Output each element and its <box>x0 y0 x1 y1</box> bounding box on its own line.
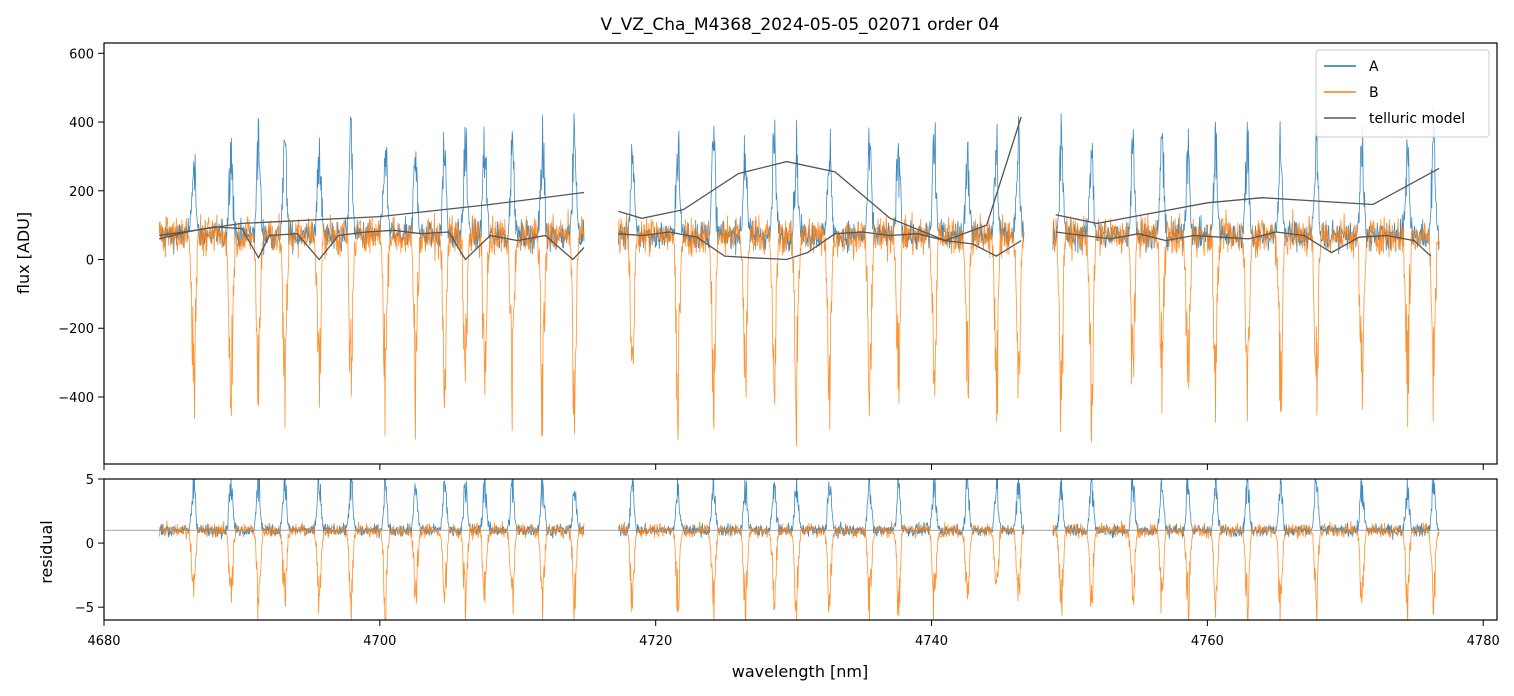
residual-b-line <box>158 520 1440 620</box>
legend-label-a: A <box>1369 59 1379 75</box>
residual-a-line <box>158 479 1440 540</box>
residual-plot-area <box>104 479 1497 620</box>
series-b-line <box>158 208 1440 447</box>
flux-axes-frame <box>103 42 1498 465</box>
legend: A B telluric model <box>1315 49 1490 138</box>
residual-y-axis: −5 0 5 <box>75 473 104 616</box>
x-tick-label: 4700 <box>363 634 396 649</box>
x-tick-label: 4720 <box>639 634 672 649</box>
flux-y-axis-label: flux [ADU] <box>14 212 33 294</box>
residual-x-axis: 4680 4700 4720 4740 4760 4780 <box>87 620 1500 649</box>
legend-label-b: B <box>1369 85 1379 101</box>
y-tick-label: 200 <box>69 185 94 200</box>
flux-x-axis <box>103 464 1484 470</box>
y-tick-label: −400 <box>58 391 94 406</box>
x-axis-label: wavelength [nm] <box>732 662 869 681</box>
x-tick-label: 4780 <box>1467 634 1500 649</box>
y-tick-label: 5 <box>86 473 94 488</box>
residual-y-axis-label: residual <box>37 520 56 583</box>
chart-title: V_VZ_Cha_M4368_2024-05-05_02071 order 04 <box>600 15 999 35</box>
y-tick-label: −5 <box>75 601 94 616</box>
y-tick-label: −200 <box>58 322 94 337</box>
x-tick-label: 4680 <box>87 634 120 649</box>
telluric-model-scaled-line <box>159 226 1432 261</box>
legend-box <box>1315 49 1490 138</box>
x-tick-label: 4760 <box>1191 634 1224 649</box>
y-tick-label: 600 <box>69 47 94 62</box>
x-tick-label: 4740 <box>915 634 948 649</box>
series-a-line <box>158 106 1440 256</box>
flux-y-axis: −400 −200 0 200 400 600 <box>58 47 104 406</box>
flux-plot-area <box>158 106 1440 447</box>
y-tick-label: 0 <box>86 254 94 269</box>
y-tick-label: 0 <box>86 537 94 552</box>
legend-label-model: telluric model <box>1369 111 1465 127</box>
y-tick-label: 400 <box>69 116 94 131</box>
residual-axes-frame <box>103 478 1498 621</box>
